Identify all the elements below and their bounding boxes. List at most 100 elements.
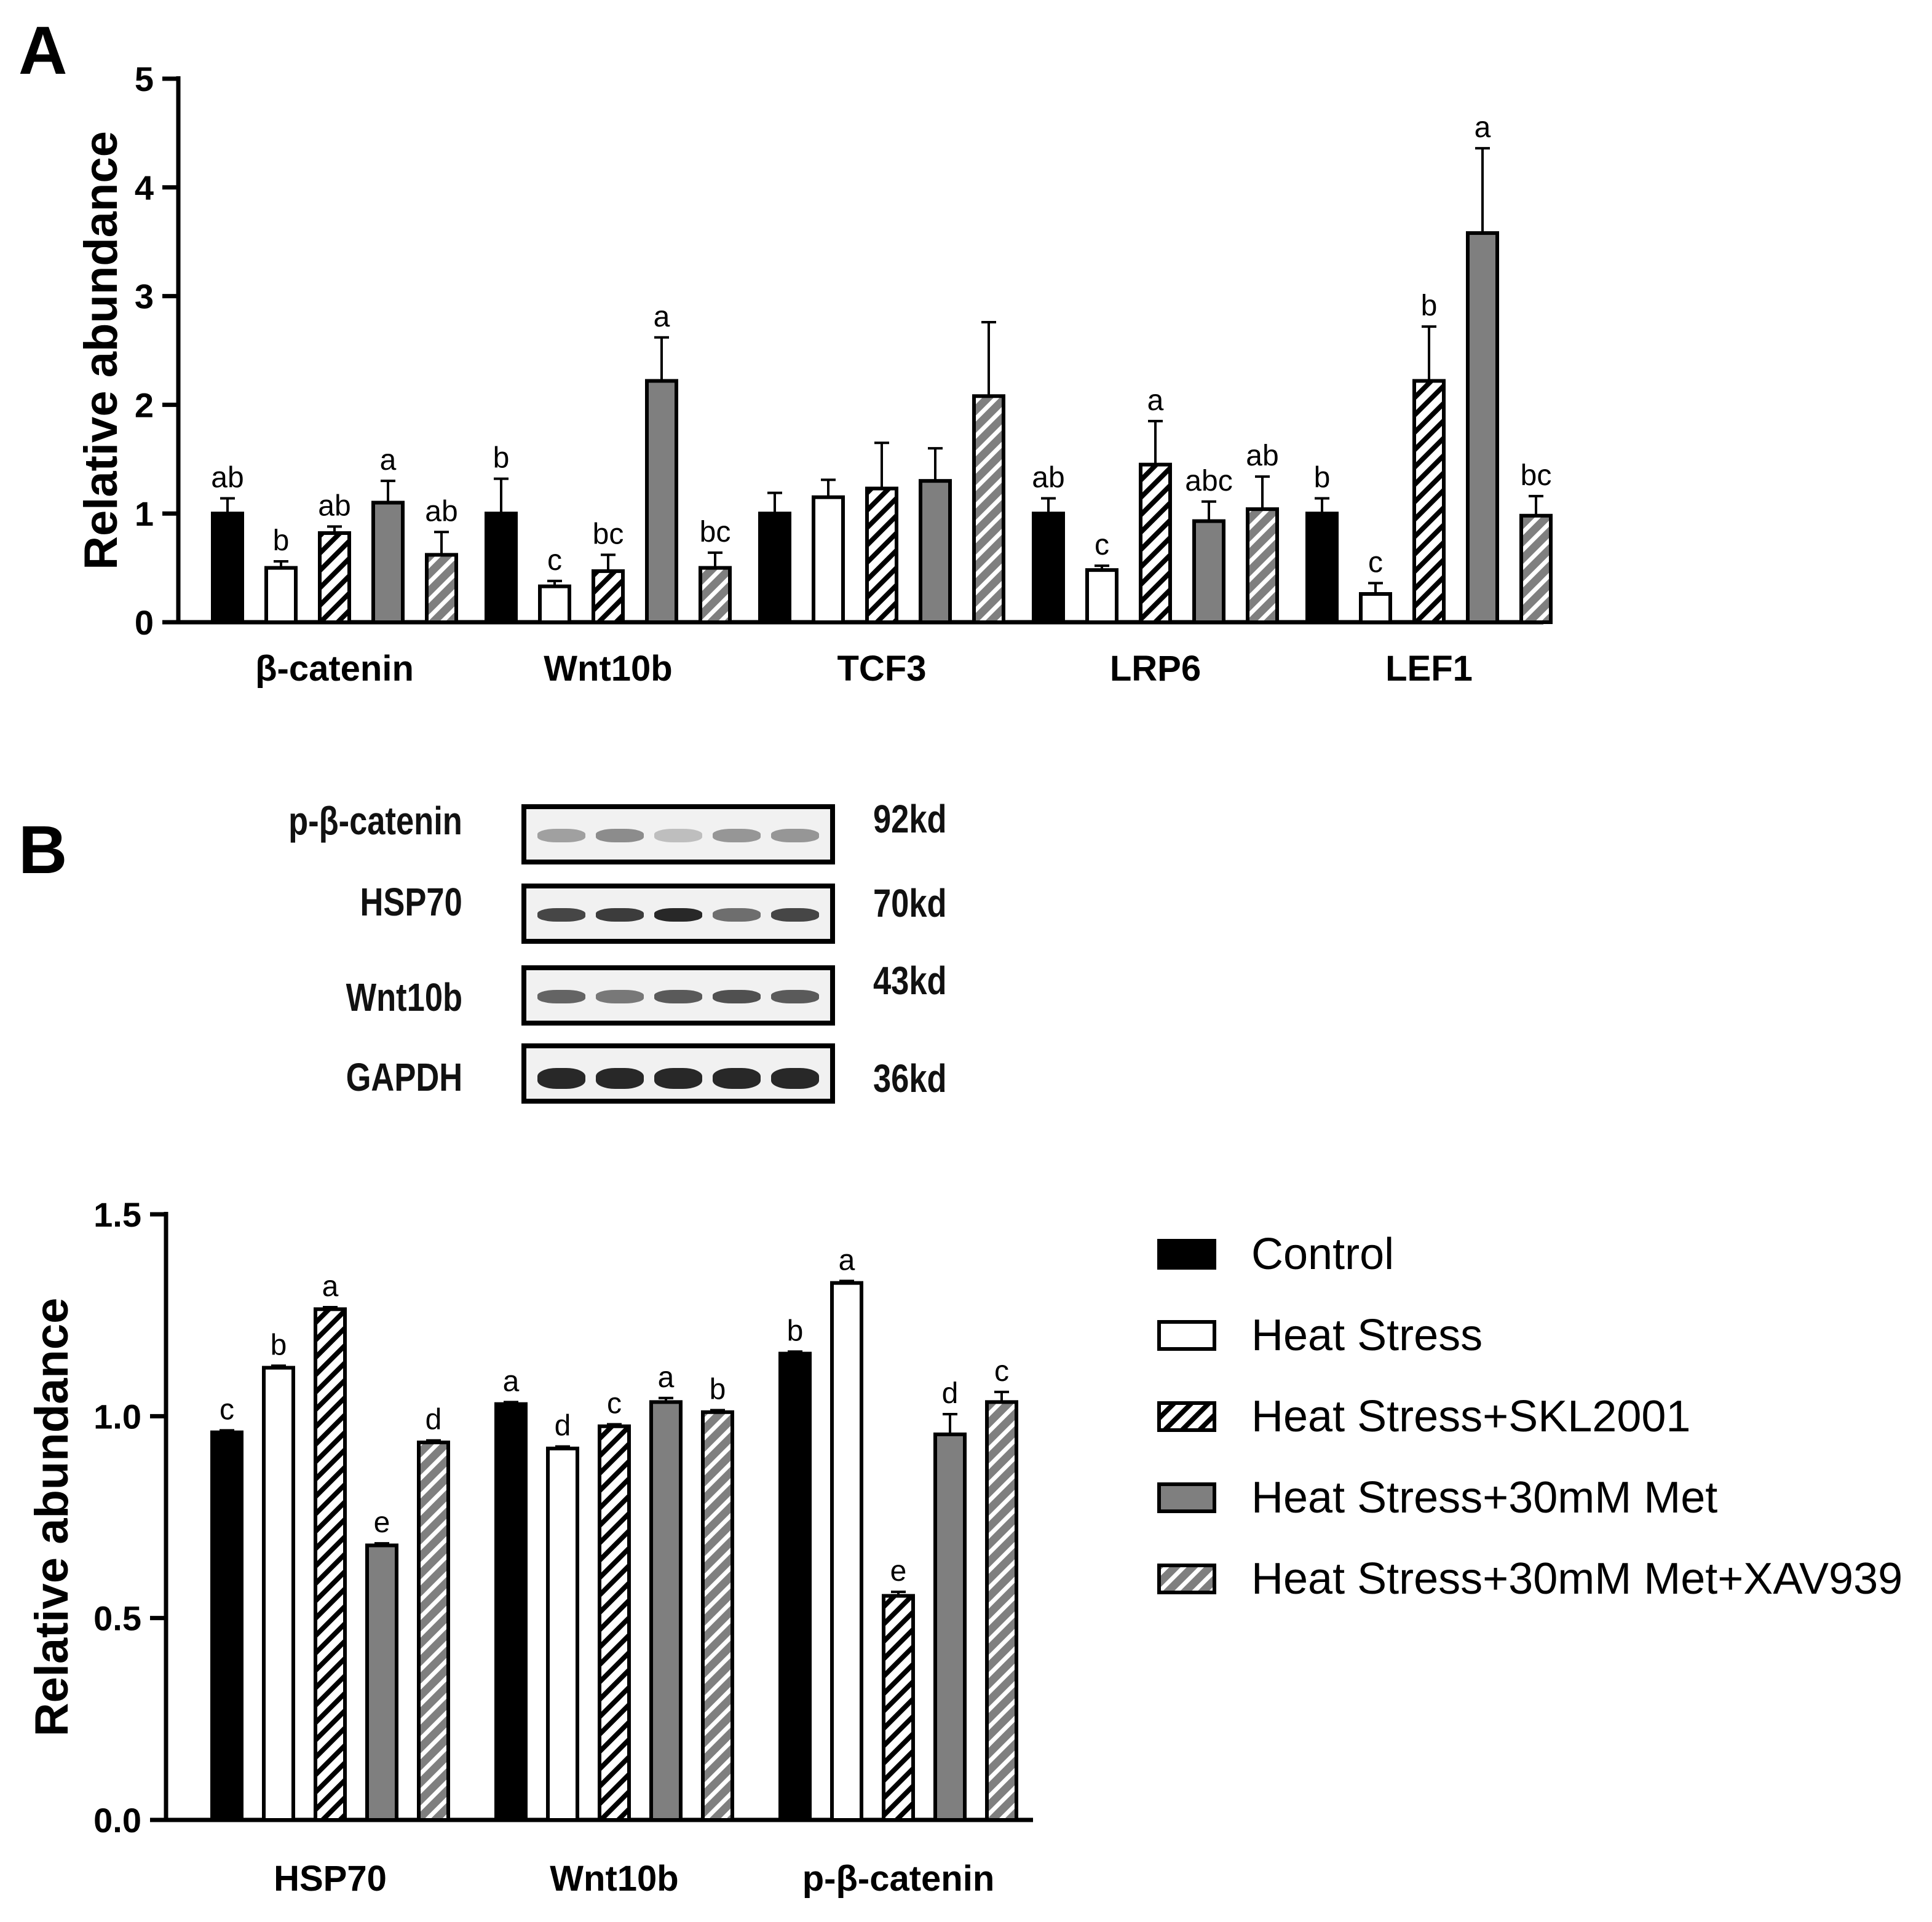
significance-label: b	[271, 1329, 287, 1361]
blot-band	[537, 990, 585, 1003]
bar-4	[365, 1543, 398, 1822]
blot-panel	[521, 965, 835, 1026]
significance-label: bc	[593, 518, 624, 550]
significance-label: ab	[1032, 461, 1064, 494]
x-category-label: p-β-catenin	[802, 1859, 995, 1899]
x-category-label: Wnt10b	[550, 1859, 678, 1899]
legend-swatch	[1157, 1239, 1216, 1270]
significance-label: d	[555, 1410, 571, 1442]
significance-label: a	[839, 1244, 855, 1276]
bar-5	[1246, 507, 1279, 624]
bar-5	[701, 1410, 734, 1822]
blot-band	[771, 990, 819, 1003]
bar-4	[649, 1400, 683, 1822]
bar-2	[546, 1446, 579, 1822]
y-tick-label: 3	[135, 277, 154, 316]
bar-5	[972, 394, 1005, 624]
significance-label: bc	[700, 516, 731, 548]
panel-b-label: B	[18, 812, 67, 888]
significance-label: c	[1368, 546, 1383, 579]
blot-kd-label: 92kd	[873, 797, 947, 841]
bar-3	[882, 1594, 915, 1822]
significance-label: b	[1421, 290, 1438, 322]
significance-label: c	[1095, 529, 1109, 561]
legend-label: Heat Stress+30mM Met	[1251, 1473, 1717, 1522]
blot-band	[654, 990, 702, 1003]
significance-label: a	[1147, 384, 1164, 417]
blot-band	[713, 908, 761, 922]
significance-label: d	[426, 1404, 442, 1436]
blot-band	[654, 829, 702, 842]
legend-swatch	[1157, 1564, 1216, 1594]
legend-label: Control	[1251, 1230, 1394, 1279]
bar-2	[264, 566, 298, 624]
bar-4	[645, 379, 678, 625]
bar-3	[314, 1307, 347, 1822]
bar-3	[318, 531, 351, 624]
significance-label: abc	[1185, 465, 1232, 497]
blot-band	[537, 1068, 585, 1089]
significance-label: a	[380, 444, 397, 477]
blot-panel	[521, 884, 835, 944]
bar-2	[262, 1366, 295, 1822]
significance-label: c	[994, 1355, 1009, 1388]
blot-band	[713, 990, 761, 1003]
bar-1	[778, 1351, 812, 1822]
significance-label: ab	[211, 461, 243, 494]
blot-protein-label: p-β-catenin	[288, 799, 462, 843]
significance-label: e	[890, 1555, 907, 1588]
blot-panel	[521, 1043, 835, 1104]
blot-panel	[521, 804, 835, 864]
bar-3	[1412, 379, 1446, 625]
y-tick-label: 0.5	[93, 1599, 141, 1638]
bar-4	[1466, 231, 1499, 624]
y-tick-label: 1	[135, 494, 154, 533]
blot-band	[771, 1068, 819, 1089]
significance-label: c	[220, 1393, 234, 1426]
bar-1	[1305, 512, 1339, 625]
legend-label: Heat Stress+SKL2001	[1251, 1392, 1690, 1441]
blot-band	[537, 908, 585, 922]
y-tick-label: 2	[135, 386, 154, 424]
significance-label: b	[1314, 461, 1331, 494]
significance-label: a	[658, 1361, 675, 1394]
bar-1	[211, 512, 244, 625]
bar-3	[1139, 462, 1172, 624]
legend-swatch	[1157, 1401, 1216, 1432]
bar-1	[494, 1402, 528, 1822]
blot-protein-label: Wnt10b	[346, 975, 462, 1019]
y-axis-label: Relative abundance	[75, 131, 127, 570]
significance-label: d	[942, 1377, 959, 1410]
y-axis-label: Relative abundance	[26, 1298, 78, 1737]
significance-label: a	[654, 301, 670, 333]
x-category-label: LEF1	[1385, 649, 1473, 689]
significance-label: bc	[1521, 459, 1552, 492]
significance-label: b	[710, 1373, 726, 1406]
blot-band	[596, 908, 644, 922]
significance-label: a	[1475, 111, 1491, 144]
significance-label: ab	[318, 489, 350, 522]
blot-band	[654, 1068, 702, 1089]
significance-label: c	[607, 1387, 622, 1420]
bar-5	[417, 1441, 450, 1822]
bar-4	[1192, 519, 1225, 624]
x-category-label: β-catenin	[255, 649, 414, 689]
x-category-label: LRP6	[1110, 649, 1201, 689]
blot-band	[596, 829, 644, 842]
x-category-label: Wnt10b	[544, 649, 672, 689]
blot-kd-label: 36kd	[873, 1056, 947, 1101]
legend-label: Heat Stress+30mM Met+XAV939	[1251, 1554, 1902, 1604]
y-tick-label: 4	[135, 168, 154, 207]
bar-1	[485, 512, 518, 625]
blot-protein-label: GAPDH	[346, 1055, 462, 1099]
significance-label: b	[493, 442, 510, 475]
bar-2	[812, 495, 845, 624]
bar-1	[210, 1430, 243, 1822]
significance-label: a	[322, 1270, 339, 1303]
bar-5	[1519, 513, 1553, 625]
bar-1	[758, 512, 791, 625]
bar-2	[538, 584, 571, 625]
blot-band	[713, 1068, 761, 1089]
bar-5	[985, 1400, 1018, 1822]
